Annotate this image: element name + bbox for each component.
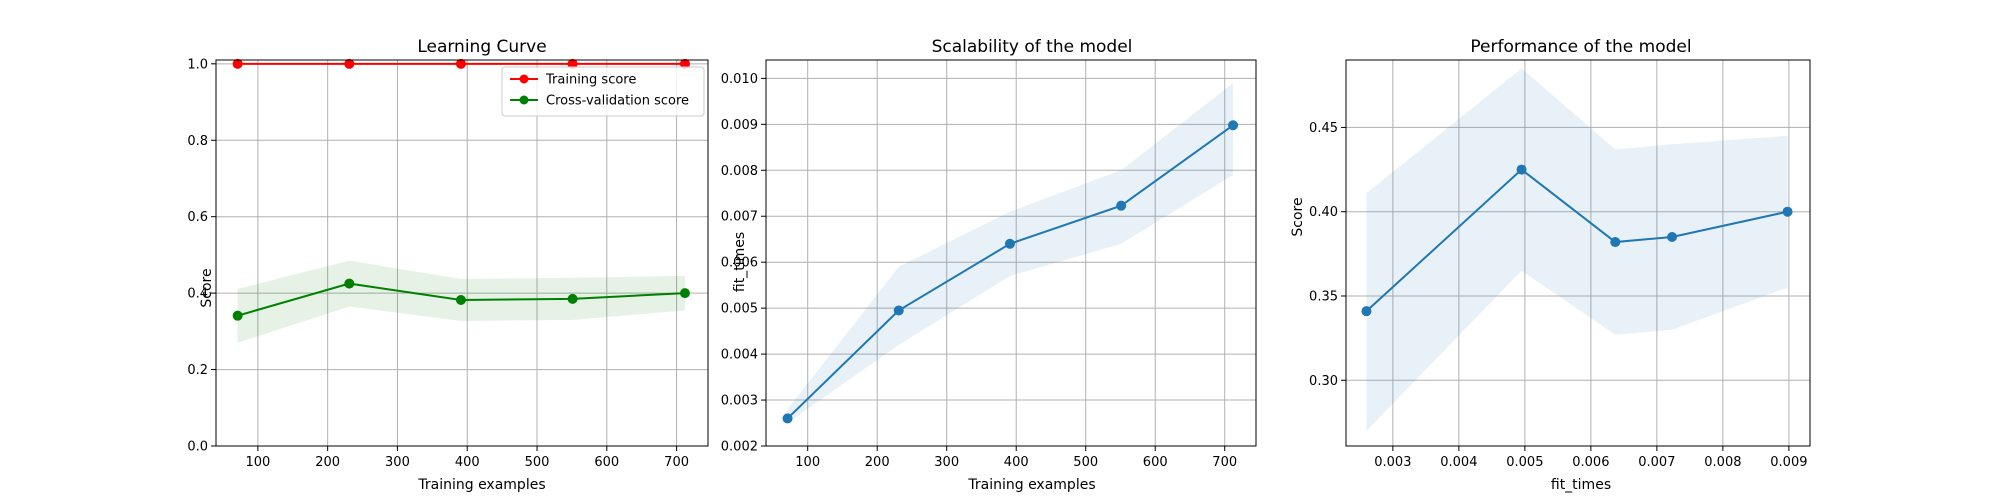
data-point xyxy=(679,58,690,69)
y-tick-label: 0.35 xyxy=(1309,289,1338,304)
x-axis-label: Training examples xyxy=(417,477,545,493)
x-axis-label: Training examples xyxy=(967,477,1095,493)
x-tick-label: 400 xyxy=(455,455,480,470)
legend-cv-marker xyxy=(519,95,529,105)
y-tick-label: 0.008 xyxy=(721,164,758,179)
x-tick-label: 0.006 xyxy=(1572,455,1609,470)
y-tick-label: 0.6 xyxy=(187,210,208,225)
x-tick-label: 200 xyxy=(315,455,340,470)
chart-title: Scalability of the model xyxy=(932,37,1133,57)
x-tick-label: 700 xyxy=(1212,455,1237,470)
confidence-band xyxy=(1366,68,1788,431)
data-point xyxy=(1228,120,1239,131)
x-tick-label: 0.008 xyxy=(1704,455,1741,470)
y-tick-label: 0.30 xyxy=(1309,374,1338,389)
y-tick-label: 1.0 xyxy=(187,57,208,72)
data-point xyxy=(1516,164,1527,175)
y-tick-label: 0.0 xyxy=(187,440,208,455)
data-point xyxy=(679,288,690,299)
x-tick-label: 0.007 xyxy=(1638,455,1675,470)
data-point xyxy=(232,310,243,321)
data-point xyxy=(344,278,355,289)
x-tick-label: 400 xyxy=(1004,455,1029,470)
data-point xyxy=(782,413,793,424)
legend-label-training-score: Training score xyxy=(545,73,636,88)
chart-title: Learning Curve xyxy=(417,37,546,57)
y-axis-label: Score xyxy=(1290,197,1306,236)
x-tick-label: 700 xyxy=(664,455,689,470)
data-point xyxy=(1667,231,1678,242)
y-axis-label: Score xyxy=(199,268,215,307)
data-point xyxy=(1782,206,1793,217)
x-tick-label: 300 xyxy=(934,455,959,470)
data-point xyxy=(893,305,904,316)
y-tick-label: 0.45 xyxy=(1309,121,1338,136)
axes-frame xyxy=(215,59,709,447)
x-tick-label: 600 xyxy=(1143,455,1168,470)
data-point xyxy=(455,295,466,306)
y-axis-label: fit_times xyxy=(732,232,748,292)
panel-performance: 0.003 0.004 0.005 0.006 0.007 0.008 0.009 0.30 0… xyxy=(1290,37,1811,493)
legend-training-marker xyxy=(519,74,529,84)
confidence-band xyxy=(787,82,1234,424)
x-tick-label: 0.009 xyxy=(1770,455,1807,470)
plot-area: 0.003 0.004 0.005 0.006 0.007 0.008 0.009 0.30 0… xyxy=(1309,59,1811,470)
data-point xyxy=(567,58,578,69)
x-tick-label: 600 xyxy=(594,455,619,470)
legend-frame xyxy=(501,66,705,117)
data-point xyxy=(1116,200,1127,211)
y-tick-label: 0.010 xyxy=(721,72,758,87)
x-axis-label: fit_times xyxy=(1551,477,1611,493)
x-tick-label: 500 xyxy=(525,455,550,470)
data-point xyxy=(455,58,466,69)
y-tick-label: 0.004 xyxy=(721,348,758,363)
panel-learning-curve: 100 200 300 400 500 600 7000.00.20.40.60.81.0 … xyxy=(187,37,709,493)
x-tick-label: 0.005 xyxy=(1506,455,1543,470)
x-tick-label: 0.003 xyxy=(1374,455,1411,470)
plot-area: 100 200 300 400 500 600 700 0.002 0.003 0.004 0.00… xyxy=(721,59,1257,470)
x-tick-label: 100 xyxy=(795,455,820,470)
legend: Training score Cross-validation score xyxy=(501,66,705,117)
data-point xyxy=(232,58,243,69)
y-tick-label: 0.002 xyxy=(721,440,758,455)
data-point xyxy=(1361,306,1372,317)
x-tick-label: 0.004 xyxy=(1440,455,1477,470)
y-tick-label: 0.006 xyxy=(721,256,758,271)
legend-label-cross-validation-score: Cross-validation score xyxy=(546,94,689,109)
axes-frame xyxy=(765,59,1257,447)
y-tick-label: 0.4 xyxy=(187,287,208,302)
x-tick-label: 200 xyxy=(865,455,890,470)
y-tick-label: 0.2 xyxy=(187,363,208,378)
plot-area: 100 200 300 400 500 600 700 0.0 0.2 0.4 0.6 0.8 1.0 xyxy=(187,57,709,470)
data-point xyxy=(567,293,578,304)
y-tick-label: 0.003 xyxy=(721,394,758,409)
data-point xyxy=(344,58,355,69)
y-tick-label: 0.007 xyxy=(721,210,758,225)
y-tick-label: 0.009 xyxy=(721,118,758,133)
y-tick-label: 0.005 xyxy=(721,302,758,317)
data-point xyxy=(1004,238,1015,249)
x-tick-label: 500 xyxy=(1073,455,1098,470)
panel-scalability: 100 200 300 400 500 600 700 0.002 0.003 0.004 0.00… xyxy=(721,37,1257,493)
x-tick-label: 100 xyxy=(245,455,270,470)
axes-frame xyxy=(1345,59,1811,447)
chart-title: Performance of the model xyxy=(1470,37,1691,57)
y-tick-label: 0.8 xyxy=(187,134,208,149)
data-point xyxy=(1610,237,1621,248)
x-tick-label: 300 xyxy=(385,455,410,470)
y-tick-label: 0.40 xyxy=(1309,205,1338,220)
